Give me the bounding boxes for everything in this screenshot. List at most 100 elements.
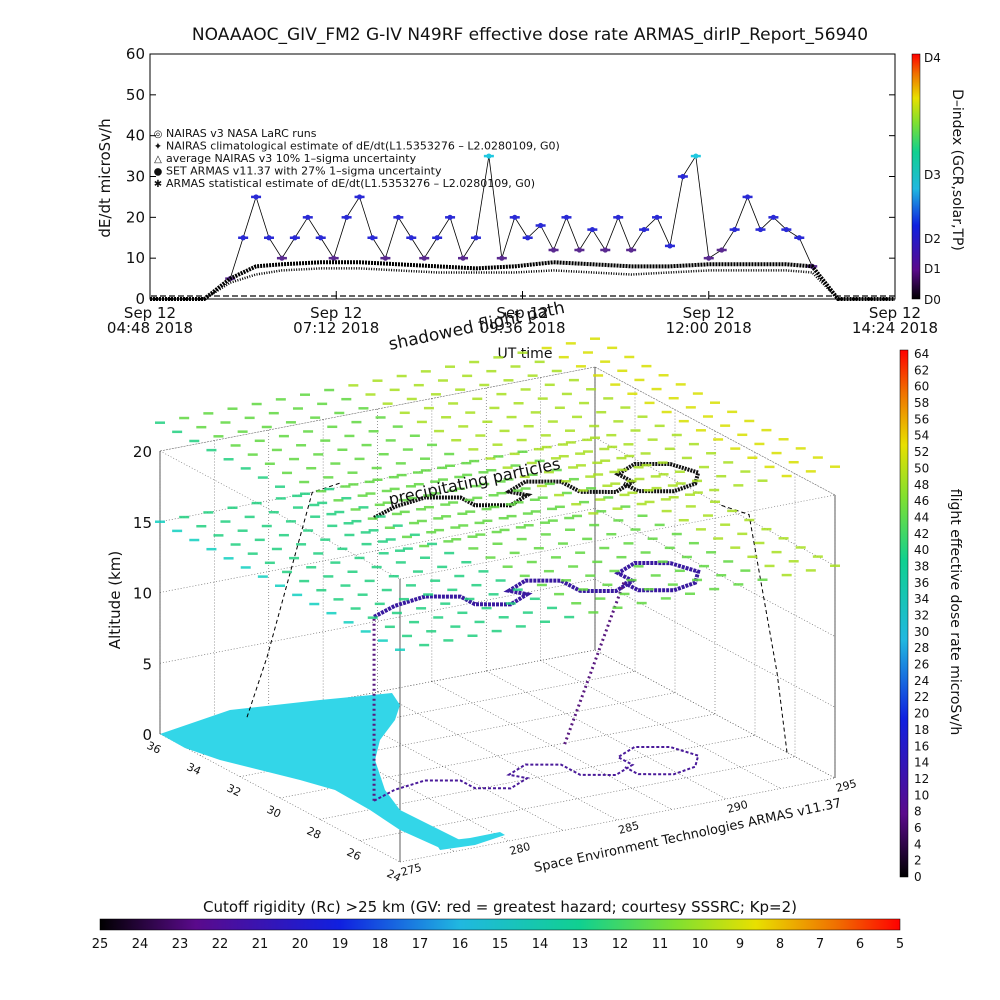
altitude-axis: 0 5 10 15 20 bbox=[133, 443, 152, 744]
legend-symbol: ● bbox=[154, 167, 163, 178]
dose-colorbar-axis: 0246810121416182022242628303234363840424… bbox=[914, 347, 929, 884]
floor-grid-line bbox=[239, 692, 676, 777]
dose-tick-label: 32 bbox=[914, 609, 929, 623]
x-tick-label: 14:24 2018 bbox=[852, 319, 938, 337]
legend-symbol: △ bbox=[154, 154, 162, 165]
dose-tick-label: 58 bbox=[914, 396, 929, 410]
dose-tick-label: 54 bbox=[914, 429, 929, 443]
floor-grid-line bbox=[486, 670, 727, 800]
cutoff-tick-label: 16 bbox=[452, 937, 469, 952]
y-tick-label: 0 bbox=[135, 290, 145, 308]
dose-tick-label: 64 bbox=[914, 347, 929, 361]
dose-tick-label: 34 bbox=[914, 592, 929, 606]
dose-tick-label: 40 bbox=[914, 543, 929, 557]
floor-grid-line bbox=[431, 681, 673, 810]
cutoff-tick-label: 7 bbox=[816, 937, 824, 952]
dose-tick-label: 28 bbox=[914, 641, 929, 655]
dose-tick-label: 52 bbox=[914, 445, 929, 459]
y-tick-label: 60 bbox=[126, 45, 145, 63]
x-tick-label: Sep 12 bbox=[496, 304, 548, 322]
dose-tick-label: 0 bbox=[914, 870, 922, 884]
floor-grid-line bbox=[399, 777, 836, 863]
cutoff-axis: 25 24 23 22 21 20 19 18 17 16 15 14 13 12 11 10 9 8 7 6 5 bbox=[92, 937, 904, 952]
cutoff-colorbar bbox=[99, 918, 901, 931]
floor-grid-line bbox=[199, 671, 636, 756]
cutoff-tick-label: 6 bbox=[856, 937, 864, 952]
latitude-tick-label: 36 bbox=[145, 739, 163, 757]
dose-tick-label: 62 bbox=[914, 363, 929, 377]
legend-text: ARMAS statistical estimate of dE/dt(L1.5… bbox=[166, 177, 535, 190]
x-tick-label: 04:48 2018 bbox=[107, 319, 193, 337]
x-tick-label: 07:12 2018 bbox=[293, 319, 379, 337]
dose-tick-label: 46 bbox=[914, 494, 929, 508]
x-tick-label: Sep 12 bbox=[310, 304, 362, 322]
cutoff-tick-label: 23 bbox=[172, 937, 189, 952]
wall-grid-line bbox=[159, 649, 596, 735]
y-tick-label: 50 bbox=[126, 86, 145, 104]
top-series bbox=[150, 153, 895, 301]
latitude-tick-label: 28 bbox=[305, 824, 323, 842]
x-tick-label: 09:36 2018 bbox=[479, 319, 565, 337]
cutoff-tick-label: 5 bbox=[896, 937, 904, 952]
y-tick-label: 40 bbox=[126, 127, 145, 145]
altitude-tick-label: 15 bbox=[133, 514, 152, 532]
latitude-axis: 36 34 32 30 28 26 24 bbox=[145, 739, 403, 885]
wall-grid-line bbox=[159, 508, 596, 593]
dose-tick-label: 36 bbox=[914, 576, 929, 590]
floor-shadow-path bbox=[373, 745, 700, 802]
legend: ◎ NAIRAS v3 NASA LaRC runs ✦ NAIRAS climato… bbox=[154, 127, 560, 190]
top-y-axis: 0 10 20 30 40 50 60 bbox=[126, 45, 895, 308]
armas-statistical-series bbox=[150, 260, 895, 301]
nairas-climatological-series bbox=[150, 267, 895, 301]
latitude-tick-label: 26 bbox=[345, 846, 363, 864]
latitude-tick-label: 34 bbox=[185, 760, 203, 778]
dose-tick-label: 44 bbox=[914, 510, 929, 524]
chart-title: NOAAAOC_GIV_FM2 G-IV N49RF effective dos… bbox=[192, 25, 868, 45]
floor-grid-line bbox=[540, 660, 781, 789]
cutoff-tick-label: 13 bbox=[572, 937, 589, 952]
cutoff-tick-label: 22 bbox=[212, 937, 229, 952]
dose-rate-field bbox=[155, 337, 840, 651]
cutoff-tick-label: 20 bbox=[292, 937, 309, 952]
wall-grid-line bbox=[159, 366, 596, 452]
land-keys bbox=[435, 832, 505, 850]
back-wall-projection bbox=[718, 504, 788, 753]
floor-grid-line bbox=[377, 691, 618, 821]
cutoff-tick-label: 9 bbox=[736, 937, 744, 952]
dose-colorbar-label: flight effective dose rate microSv/h bbox=[947, 489, 963, 735]
dindex-tick-label: D2 bbox=[924, 232, 941, 246]
y-tick-label: 10 bbox=[126, 249, 145, 267]
top-x-axis-label: UT time bbox=[498, 346, 553, 362]
cutoff-tick-label: 21 bbox=[252, 937, 269, 952]
altitude-tick-label: 5 bbox=[142, 655, 152, 673]
y-tick-label: 20 bbox=[126, 208, 145, 226]
left-wall-projection bbox=[246, 481, 343, 718]
legend-symbol: ◎ bbox=[154, 129, 163, 140]
dindex-label: D–index (GCR,solar,TP) bbox=[949, 89, 965, 251]
dose-tick-label: 18 bbox=[914, 723, 929, 737]
altitude-tick-label: 20 bbox=[133, 443, 152, 461]
shadow-paths bbox=[373, 461, 701, 802]
dose-tick-label: 48 bbox=[914, 478, 929, 492]
latitude-tick-label: 32 bbox=[225, 782, 243, 800]
latitude-tick-label: 24 bbox=[385, 867, 403, 885]
longitude-tick-label: 295 bbox=[834, 777, 858, 795]
legend-text: NAIRAS climatological estimate of dE/dt(… bbox=[166, 140, 560, 153]
cutoff-label: Cutoff rigidity (Rc) >25 km (GV: red = g… bbox=[203, 898, 797, 916]
legend-text: NAIRAS v3 NASA LaRC runs bbox=[166, 127, 317, 140]
longitude-tick-label: 285 bbox=[617, 819, 641, 837]
cutoff-tick-label: 19 bbox=[332, 937, 349, 952]
cutoff-tick-label: 15 bbox=[492, 937, 509, 952]
dose-tick-label: 12 bbox=[914, 772, 929, 786]
longitude-tick-label: 290 bbox=[726, 798, 750, 816]
dose-tick-label: 42 bbox=[914, 527, 929, 541]
map-floor bbox=[160, 693, 505, 850]
dose-tick-label: 20 bbox=[914, 707, 929, 721]
x-tick-label: Sep 12 bbox=[869, 304, 921, 322]
dose-tick-label: 6 bbox=[914, 821, 922, 835]
cutoff-rigidity-bar: Cutoff rigidity (Rc) >25 km (GV: red = g… bbox=[92, 898, 904, 952]
dose-tick-label: 22 bbox=[914, 690, 929, 704]
